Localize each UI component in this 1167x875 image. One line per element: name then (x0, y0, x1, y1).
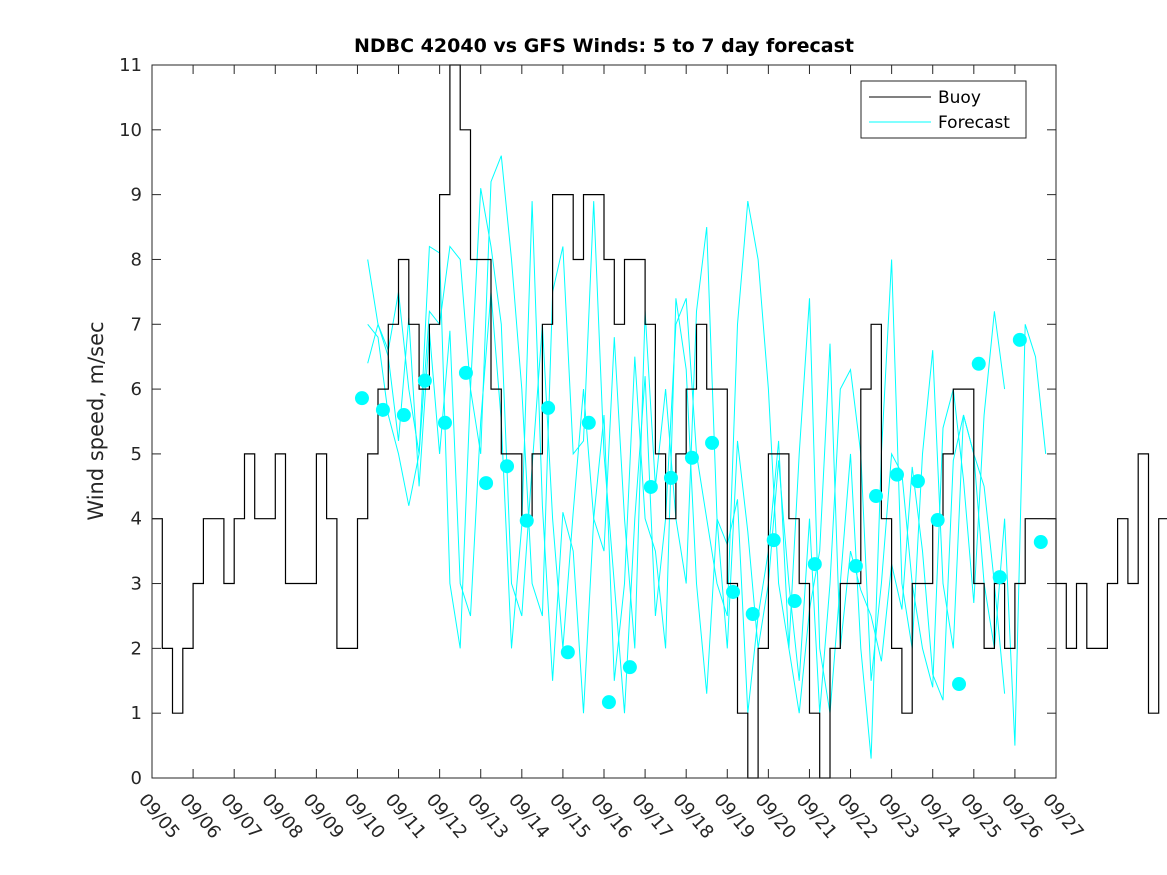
forecast-point (541, 400, 556, 415)
forecast-point (910, 474, 925, 489)
forecast-line-2 (367, 201, 1006, 714)
forecast-point (952, 677, 967, 692)
forecast-point (437, 415, 452, 430)
forecast-point (458, 365, 473, 380)
forecast-point (560, 645, 575, 660)
forecast-point (726, 584, 741, 599)
y-tick-label: 10 (119, 120, 142, 141)
legend-buoy-label: Buoy (938, 88, 981, 108)
forecast-point (519, 513, 534, 528)
y-tick-labels: 0 1 2 3 4 5 6 7 8 9 10 11 (119, 55, 142, 789)
y-tick-label: 9 (131, 185, 142, 206)
forecast-point (889, 467, 904, 482)
buoy-line-group (152, 64, 1167, 779)
forecast-point (869, 489, 884, 504)
forecast-point (396, 408, 411, 423)
forecast-point (684, 450, 699, 465)
forecast-point (848, 559, 863, 574)
forecast-point (766, 533, 781, 548)
y-tick-label: 5 (131, 444, 142, 465)
forecast-point (622, 660, 637, 675)
forecast-point (1033, 535, 1048, 550)
y-tick-label: 2 (131, 638, 142, 659)
forecast-point (417, 373, 432, 388)
forecast-point (705, 435, 720, 450)
forecast-point (663, 470, 678, 485)
forecast-point (601, 695, 616, 710)
forecast-point (479, 476, 494, 491)
forecast-point (375, 402, 390, 417)
forecast-point (930, 513, 945, 528)
buoy-line (152, 64, 1167, 779)
forecast-point (354, 391, 369, 406)
y-tick-label: 8 (131, 249, 142, 270)
axis-ticks (151, 64, 1057, 779)
forecast-point (745, 607, 760, 622)
forecast-line-0 (367, 155, 1047, 759)
y-tick-label: 7 (131, 314, 142, 335)
forecast-point (1012, 332, 1027, 347)
forecast-point (643, 479, 658, 494)
y-tick-label: 6 (131, 379, 142, 400)
y-tick-label: 11 (119, 55, 142, 76)
y-tick-label: 0 (131, 768, 142, 789)
y-tick-label: 4 (131, 509, 142, 530)
forecast-points (354, 332, 1048, 710)
legend: Buoy Forecast (860, 80, 1027, 139)
forecast-point (992, 570, 1007, 585)
forecast-point (971, 356, 986, 371)
y-tick-label: 1 (131, 703, 142, 724)
forecast-point (500, 459, 515, 474)
forecast-point (807, 557, 822, 572)
legend-box (860, 80, 1027, 139)
y-tick-label: 3 (131, 574, 142, 595)
chart-title: NDBC 42040 vs GFS Winds: 5 to 7 day fore… (354, 35, 854, 57)
forecast-point (787, 594, 802, 609)
y-axis-label: Wind speed, m/sec (84, 321, 108, 520)
forecast-point (581, 415, 596, 430)
legend-forecast-label: Forecast (938, 113, 1010, 133)
forecast-lines (367, 155, 1047, 759)
forecast-line-1 (367, 188, 1006, 714)
